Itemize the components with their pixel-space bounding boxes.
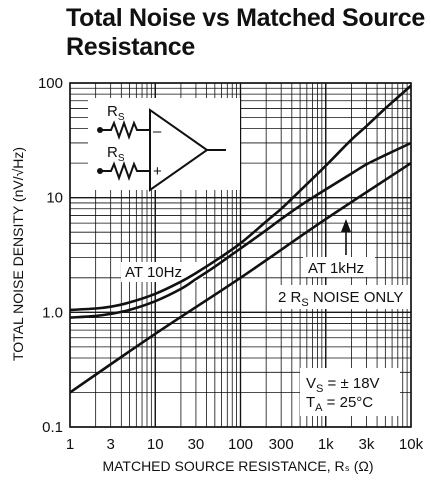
x-tick-label: 30 (188, 436, 205, 453)
y-tick-label: 0.1 (42, 419, 63, 436)
op-amp-schematic-icon: RS RS – + (88, 98, 240, 192)
x-axis-title: MATCHED SOURCE RESISTANCE, Rₛ (Ω) (102, 458, 373, 474)
chart-title: Total Noise vs Matched Source Resistance (66, 4, 425, 62)
label-at-1khz: AT 1kHz (308, 260, 364, 277)
x-tick-label: 100 (228, 436, 253, 453)
tick-labels: 1 3 10 30 100 300 1k 3k 10k 0.1 1.0 10 100 (38, 75, 424, 453)
schematic-minus-sign: – (153, 123, 162, 140)
series-at-1khz (69, 141, 412, 319)
annotation-bg-1khz (303, 257, 375, 277)
x-tick-label: 1 (66, 436, 74, 453)
x-tick-label: 3 (107, 436, 115, 453)
schematic-rs-label-bottom: RS (107, 144, 125, 164)
y-tick-label: 1.0 (42, 304, 63, 321)
label-at-10hz: AT 10Hz (125, 264, 182, 281)
label-supply-voltage: VS = ± 18V (306, 375, 380, 395)
chart-title-line-1: Total Noise vs Matched Source (66, 4, 425, 32)
arrow-1khz-icon (341, 219, 351, 255)
x-tick-label: 1k (318, 436, 334, 453)
label-ambient-temp: TA = 25°C (306, 394, 373, 414)
series-at-10hz (69, 84, 412, 312)
series-2rs-noise-only (69, 162, 412, 394)
annotation-bg-conditions (300, 368, 400, 416)
annotation-bg-10hz (121, 262, 203, 282)
x-tick-label: 3k (359, 436, 375, 453)
schematic-rs-label-top: RS (107, 103, 125, 123)
series (69, 84, 412, 394)
label-2rs-noise-only: 2 RS NOISE ONLY (278, 289, 403, 309)
x-tick-label: 10k (399, 436, 424, 453)
y-axis-title: TOTAL NOISE DENSITY (nV/√Hz) (10, 147, 26, 361)
plot-frame (69, 82, 412, 428)
x-tick-label: 10 (147, 436, 164, 453)
schematic-plus-sign: + (153, 163, 162, 180)
annotation-bg-rs-noise (272, 285, 409, 309)
x-tick-label: 300 (269, 436, 294, 453)
y-tick-label: 10 (46, 190, 63, 207)
chart-title-line-2: Resistance (66, 33, 196, 61)
y-tick-label: 100 (38, 75, 63, 92)
